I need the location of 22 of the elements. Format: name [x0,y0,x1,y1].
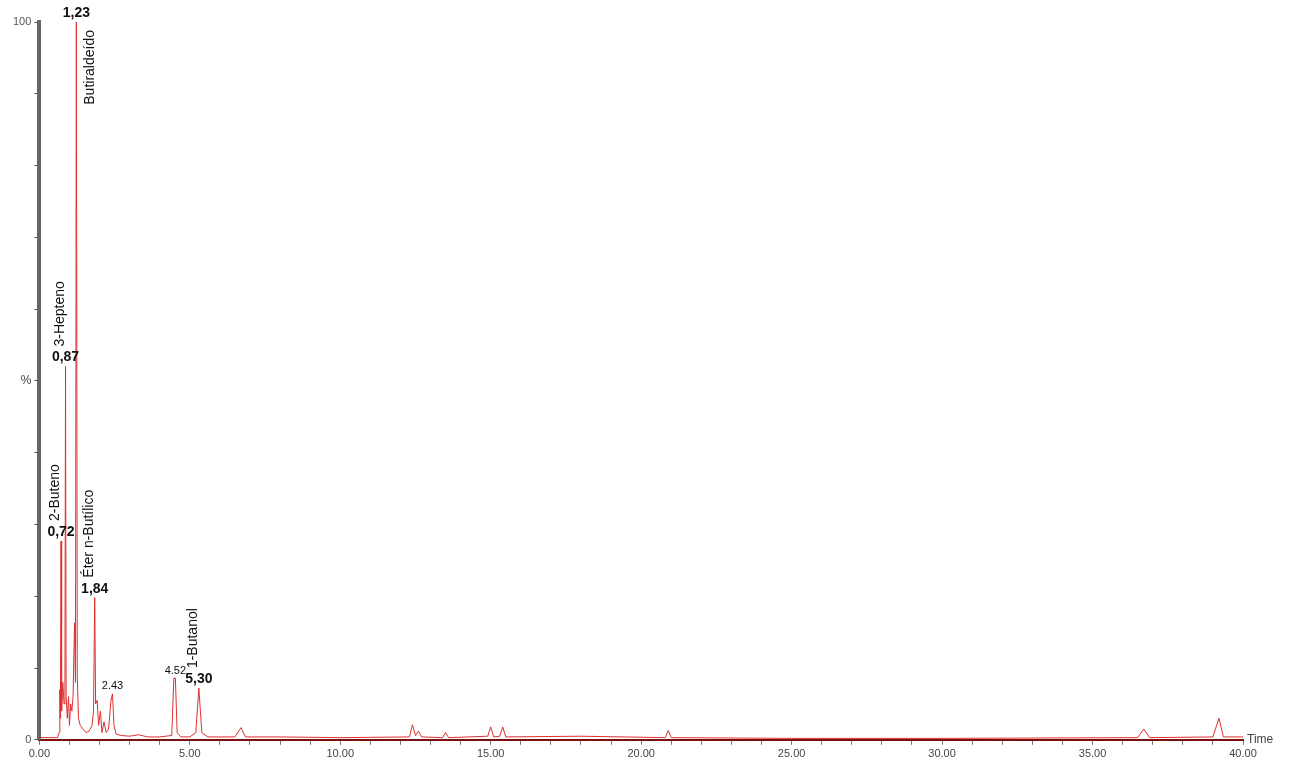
y-tick-label: 100 [12,15,32,28]
x-axis-title: Time [1247,732,1274,747]
y-axis-title: % [20,373,32,388]
annotation: Butiraldeído [81,29,98,105]
x-tick-label: 40.00 [1229,747,1257,760]
x-tick-label: 0.00 [28,747,51,760]
annotation: 4.52 [164,663,187,676]
annotation: 5,30 [185,669,213,686]
x-tick-label: 25.00 [777,747,806,760]
x-tick-label: 5.00 [179,747,201,760]
annotation: 1,84 [81,579,109,596]
annotation: 3-Hepteno [50,280,67,347]
x-tick-label: 35.00 [1078,747,1107,760]
x-tick-label: 15.00 [476,747,505,760]
annotation: 1,23 [62,3,91,20]
x-tick-label: 20.00 [627,747,655,760]
annotation: 2.43 [101,679,124,692]
annotation: 2-Buteno [46,463,63,521]
annotation: Éter n-Butílico [79,489,96,578]
x-tick-label: 30.00 [928,747,956,760]
x-tick-label: 10.00 [326,747,355,760]
y-tick-label: 0 [25,732,32,745]
